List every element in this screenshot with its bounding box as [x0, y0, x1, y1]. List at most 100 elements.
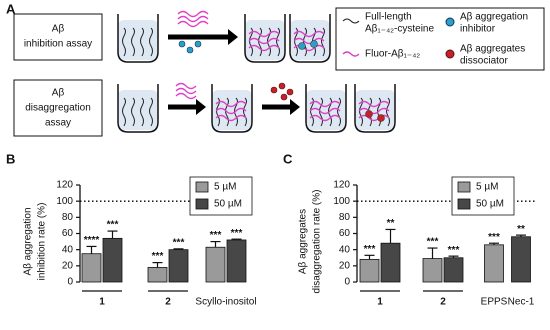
fibril	[267, 27, 271, 57]
row-box	[13, 79, 103, 137]
y-tick-label: 80	[62, 212, 74, 223]
y-tick-label: 100	[333, 196, 350, 207]
x-tick-label: 1	[99, 297, 105, 308]
particle	[270, 86, 278, 94]
x-tick-label: 2	[440, 297, 446, 308]
particle	[186, 46, 194, 54]
well	[117, 84, 159, 133]
liquid	[290, 20, 330, 60]
fluor-fibril	[175, 87, 197, 95]
fluor-fibril	[215, 107, 247, 115]
particle	[286, 88, 294, 96]
fluor-fibril	[248, 44, 280, 52]
fibril	[122, 97, 126, 127]
particle	[194, 40, 202, 48]
legend-icon	[342, 51, 360, 57]
bar	[168, 249, 189, 283]
fluor-fibril	[358, 114, 390, 122]
well	[354, 84, 396, 133]
y-axis-label: inhibition rate (%)	[37, 203, 48, 281]
panel-label: A	[6, 1, 16, 16]
significance-label: ***	[488, 232, 500, 243]
arrow-head	[228, 29, 238, 45]
x-tick-label: 1	[377, 297, 383, 308]
fluor-fibril	[215, 114, 247, 122]
fluor-fibril	[309, 107, 341, 115]
well	[289, 14, 331, 63]
row-label: assay	[45, 118, 71, 129]
particle	[178, 40, 186, 48]
liquid	[118, 90, 158, 130]
significance-label: ***	[107, 220, 119, 231]
y-tick-label: 40	[339, 244, 351, 255]
bar	[443, 257, 464, 283]
significance-label: **	[517, 224, 525, 235]
legend-icon	[342, 18, 360, 24]
significance-label: ***	[427, 237, 439, 248]
y-tick-label: 20	[339, 260, 351, 271]
significance-label: **	[387, 218, 395, 229]
fluor-fibril	[309, 100, 341, 108]
y-tick-label: 60	[339, 228, 351, 239]
bar	[205, 246, 226, 283]
particle	[278, 82, 286, 90]
bar	[511, 236, 531, 283]
bar	[484, 244, 504, 283]
fibril	[337, 97, 341, 127]
fluor-fibril	[177, 20, 209, 28]
significance-label: ***	[231, 228, 243, 239]
legend-label: Fluor-Aβ₁₋₄₂	[365, 49, 420, 60]
bar	[359, 258, 380, 283]
x-tick-label: 2	[165, 297, 171, 308]
fibril	[328, 97, 332, 127]
fluor-fibril	[215, 100, 247, 108]
row-label: Aβ	[52, 24, 65, 35]
fibril	[243, 97, 247, 127]
fluor-fibril	[175, 82, 197, 90]
significance-label: ***	[152, 251, 164, 262]
fluor-fibril	[293, 30, 325, 38]
particle	[280, 93, 288, 101]
fibril	[276, 27, 280, 57]
fibril	[131, 97, 135, 127]
legend-box	[335, 7, 545, 71]
row-label: disaggregation	[25, 103, 91, 114]
y-tick-label: 80	[339, 212, 351, 223]
bar	[422, 258, 443, 283]
significance-label: ***	[173, 237, 185, 248]
significance-label: ****	[84, 235, 100, 246]
well	[211, 84, 253, 133]
y-tick-label: 120	[333, 180, 350, 191]
panel-label: B	[6, 151, 15, 166]
fibril	[140, 27, 144, 57]
fluor-fibril	[248, 30, 280, 38]
bar	[226, 239, 247, 283]
fluor-fibril	[293, 37, 325, 45]
diagram	[117, 10, 396, 133]
fibril	[386, 97, 390, 127]
fluor-fibril	[177, 15, 209, 23]
particle	[365, 110, 373, 118]
y-tick-label: 120	[56, 180, 73, 191]
significance-label: ***	[364, 244, 376, 255]
fibril	[321, 27, 325, 57]
y-tick-label: 60	[62, 228, 74, 239]
liquid	[245, 20, 285, 60]
bar	[81, 253, 102, 283]
bar	[102, 237, 123, 283]
legend-swatch	[457, 198, 471, 210]
bar	[380, 242, 401, 283]
well	[117, 14, 159, 63]
fibril	[234, 97, 238, 127]
legend-label: Aβ₁₋₄₂-cysteine	[365, 24, 434, 35]
liquid	[355, 90, 395, 130]
legend-label: Full-length	[365, 12, 412, 23]
legend-swatch	[195, 198, 209, 210]
legend-label: 5 µM	[214, 182, 236, 193]
arrow-head	[196, 99, 206, 115]
fibril	[149, 97, 153, 127]
fibril	[149, 27, 153, 57]
fluor-fibril	[358, 100, 390, 108]
arrow-head	[290, 99, 300, 115]
